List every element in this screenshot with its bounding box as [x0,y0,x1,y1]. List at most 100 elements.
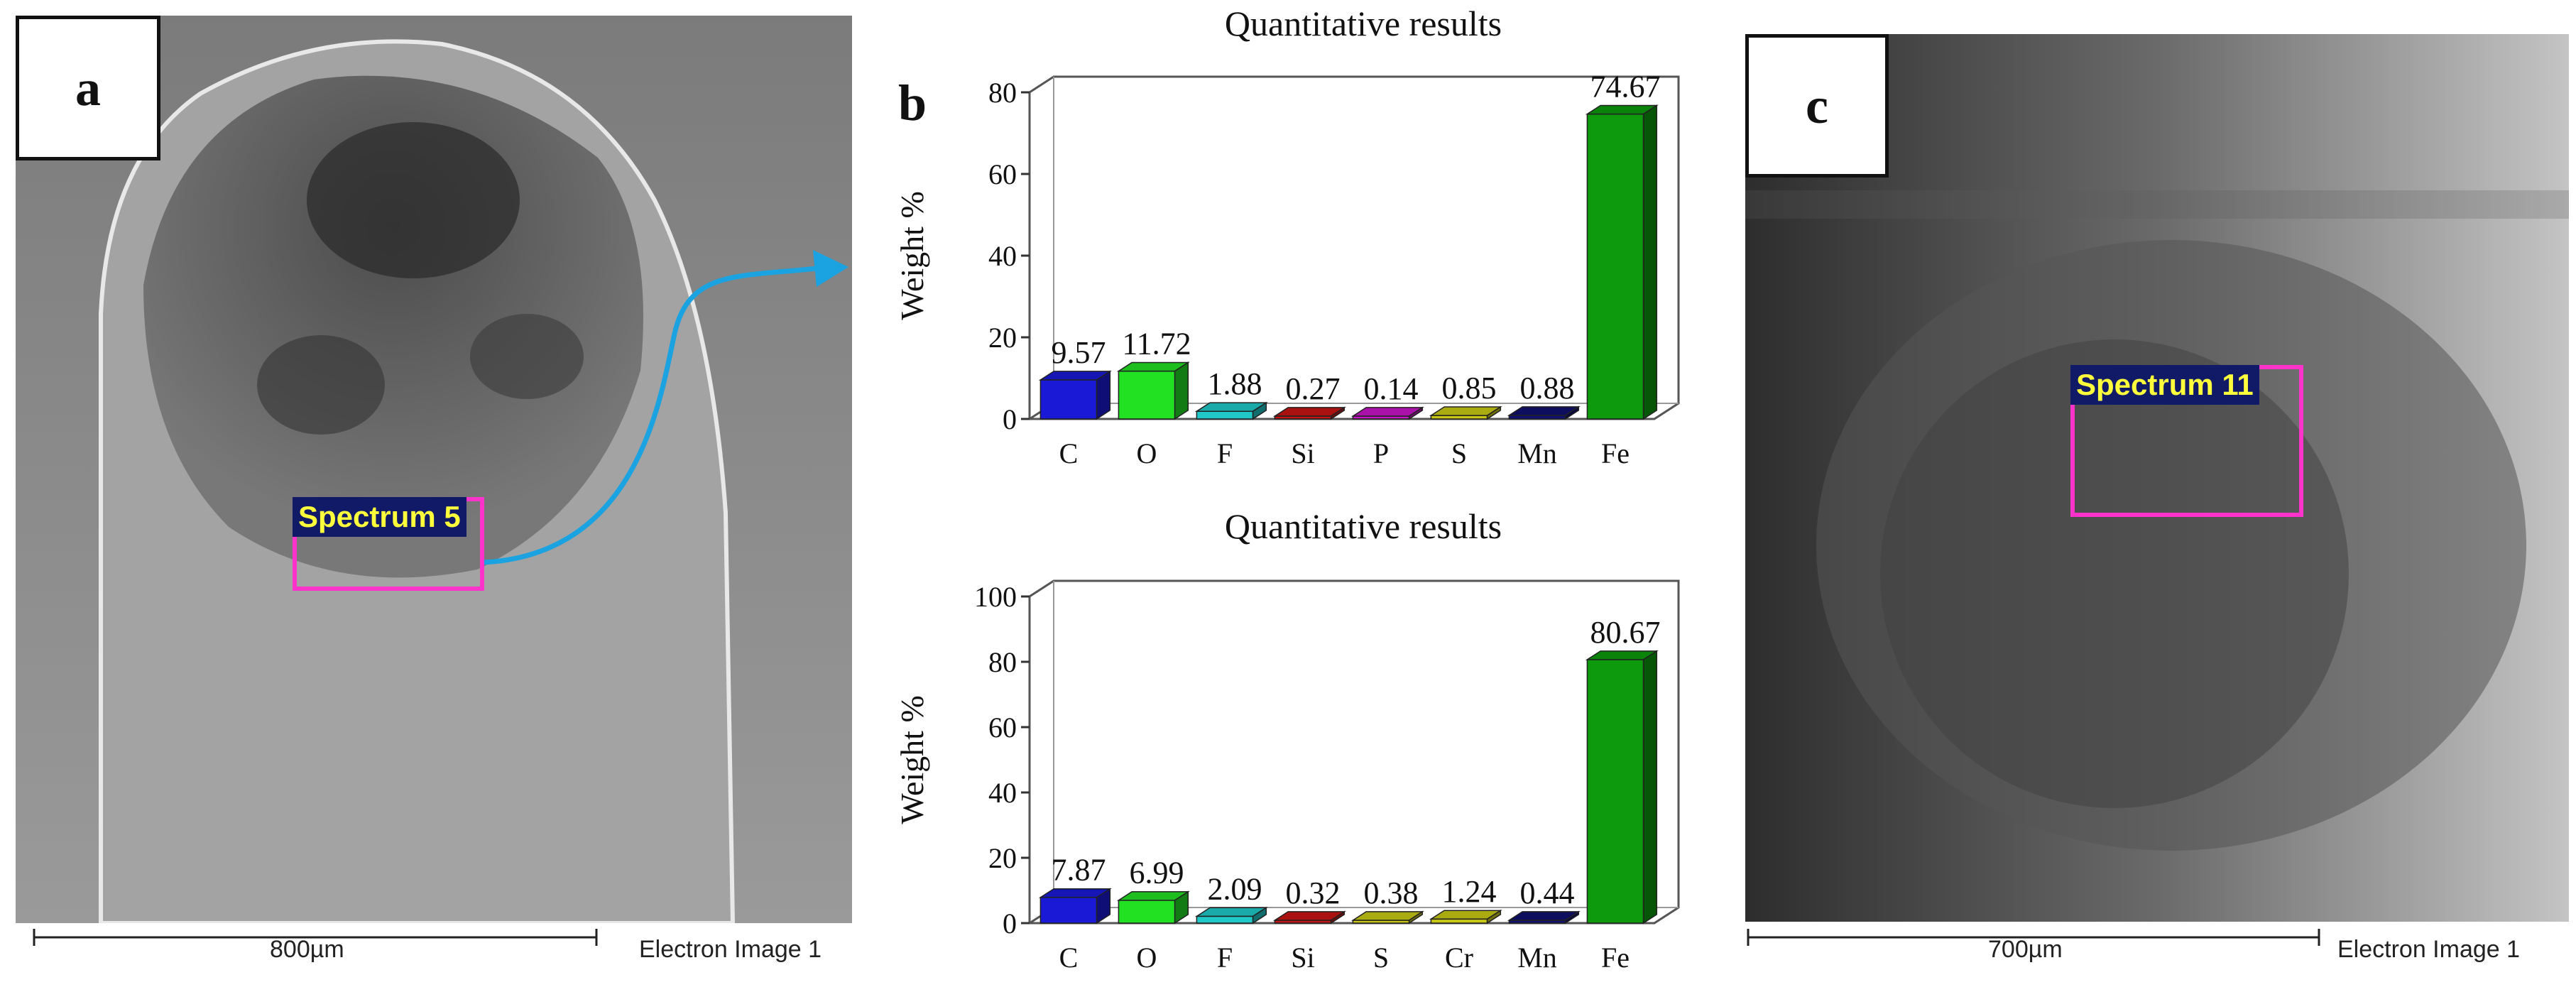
chart-2-xtick-O: O [1137,942,1157,974]
chart-2-value-label-O: 6.99 [1130,856,1184,890]
spectrum-5-tag: Spectrum 5 [293,497,466,537]
chart-1-bar-Fe-side [1642,104,1658,420]
chart-2-value-label-Cr: 1.24 [1442,874,1497,909]
chart-1-bar-O [1116,361,1190,420]
chart-2-background [1030,581,1679,923]
sem-image-a-drawing [16,16,852,923]
chart-1-value-label-F: 1.88 [1208,366,1262,401]
chart-2-ytick-label: 20 [988,842,1017,874]
chart-2-bar-O-front [1118,900,1176,924]
chart-1-background [1030,77,1679,419]
chart-1-value-label-S: 0.85 [1442,371,1497,405]
chart-2-bar-C [1038,888,1112,925]
chart-1-bar-P [1350,406,1424,420]
chart-1-ytick-label: 80 [988,77,1017,109]
chart-1: 0 20 40 60 80 Weight % C 9.57 O 11.72 F 1.88 Si 0.27 P… [894,70,1680,469]
arrow-a-head [813,250,848,287]
chart-2-bar-Fe-side [1642,650,1658,925]
arrow-a-to-b [484,266,817,565]
chart-2-bar-C-side [1096,888,1111,925]
chart-2-value-label-F: 2.09 [1208,871,1262,906]
chart-1-value-label-P: 0.14 [1364,371,1419,406]
chart-2-bar-Cr-front [1430,918,1488,924]
chart-2-value-label-Si: 0.32 [1286,876,1341,910]
chart-1-bar-F-front [1196,410,1254,420]
chart-1-ytick-label: 0 [1003,403,1017,435]
image-caption-c: Electron Image 1 [2337,936,2521,963]
chart-2-bar-Fe-front [1586,659,1644,924]
chart-1-bar-O-side [1174,361,1189,420]
chart-1-value-label-Mn: 0.88 [1520,371,1575,405]
chart-2-bar-F-side [1252,906,1267,925]
chart-1-bar-Mn-side [1564,405,1580,420]
chart-2-xtick-S: S [1373,942,1389,974]
chart-2-ytick-label: 0 [1003,907,1017,939]
chart-1-bar-Fe-front [1586,113,1644,420]
chart-1-xtick-C: C [1059,437,1079,469]
chart-1-xtick-O: O [1137,437,1157,469]
chart-1-bar-S-side [1486,405,1502,420]
sem-image-c [1745,34,2569,922]
chart-1-bar-C [1038,370,1112,420]
chart-1-xtick-S: S [1451,437,1467,469]
chart-2-xtick-F: F [1217,942,1233,974]
chart-1-bar-C-front [1039,379,1098,420]
chart-2-title: Quantitative results [1224,506,1502,546]
chart-2-ytick-label: 60 [988,712,1017,743]
scalebar-c [1747,929,2320,946]
chart-1-value-label-C: 9.57 [1052,335,1106,370]
chart-1-ytick-label: 20 [988,322,1017,354]
chart-1-bar-Mn [1507,405,1581,420]
chart-1-bar-C-side [1096,370,1111,420]
chart-1-bar-Si-side [1330,406,1346,420]
chart-2-bar-Cr [1429,909,1502,925]
spectrum-11-tag: Spectrum 11 [2070,365,2259,405]
chart-2-bar-F-front [1196,915,1254,924]
chart-2-bar-Mn-side [1564,910,1580,925]
chart-1-title: Quantitative results [1224,4,1502,43]
scalebar-a [33,929,598,946]
chart-1-value-label-O: 11.72 [1122,327,1191,361]
chart-2-bar-Si-side [1330,910,1346,925]
chart-2-bar-O [1116,890,1190,925]
chart-1-bar-O-front [1118,370,1176,420]
chart-2-bar-Fe [1585,650,1659,925]
chart-2-value-label-Fe: 80.67 [1590,615,1661,650]
scalebar-a-label: 800µm [270,936,344,963]
chart-2-ylabel: Weight % [894,695,930,824]
chart-1-xtick-F: F [1217,437,1233,469]
chart-1-bar-F [1194,401,1268,420]
sem-image-c-drawing [1745,34,2569,922]
chart-1-xtick-Fe: Fe [1601,437,1630,469]
chart-1-value-label-Fe: 74.67 [1590,70,1661,104]
chart-1-bar-Fe [1585,104,1659,420]
panel-label-b: b [897,74,927,131]
chart-1-bar-Mn-front [1508,415,1566,420]
sem-image-a [16,16,852,923]
chart-2-bar-C-front [1039,897,1098,924]
panel-label-c: c [1745,34,1889,178]
chart-2-xtick-Si: Si [1291,942,1314,974]
chart-1-xtick-Si: Si [1291,437,1314,469]
chart-2-bar-Si [1272,910,1346,925]
panel-label-a: a [16,16,160,160]
chart-1-bar-Si [1272,406,1346,420]
scalebar-c-label: 700µm [1988,936,2063,963]
chart-1-value-label-Si: 0.27 [1286,371,1341,406]
chart-2-value-label-S: 0.38 [1364,876,1419,910]
chart-2-xtick-Mn: Mn [1517,942,1557,974]
chart-1-ytick-label: 60 [988,158,1017,190]
chart-2-bar-S [1350,910,1424,925]
chart-2-bar-O-side [1174,890,1189,925]
chart-1-xtick-P: P [1373,437,1389,469]
chart-2: 0 20 40 60 80 100 Weight % C 7.87 O 6.99 F 2.09 Si 0.3… [894,579,1680,974]
chart-1-bar-P-side [1408,406,1424,420]
chart-2-ytick-label: 100 [974,581,1017,613]
chart-2-bar-S-side [1408,910,1424,925]
chart-2-value-label-C: 7.87 [1052,853,1106,888]
image-caption-a: Electron Image 1 [639,936,822,963]
chart-1-ytick-label: 40 [988,240,1017,272]
chart-1-ylabel: Weight % [894,191,930,320]
chart-2-xtick-C: C [1059,942,1079,974]
